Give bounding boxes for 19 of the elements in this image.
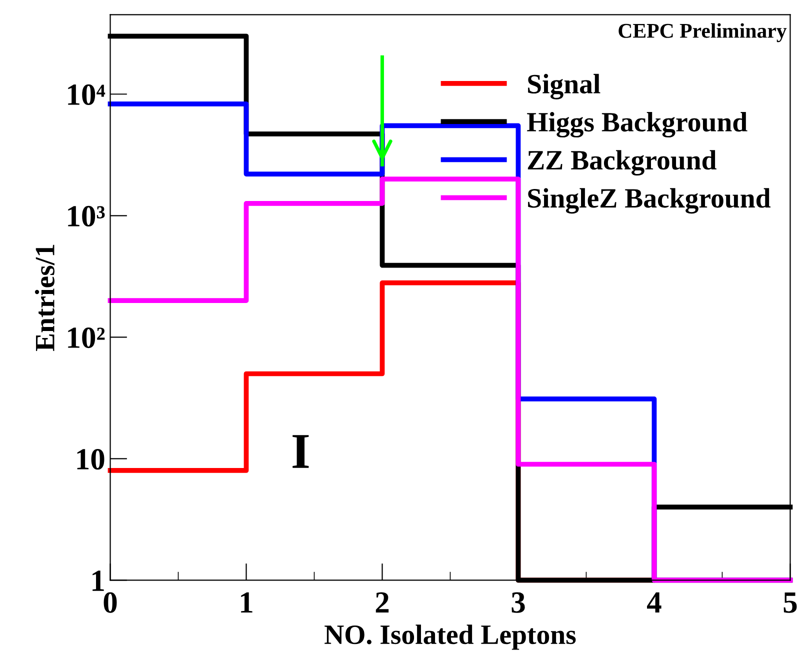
x-tick-label: 1 [241,592,252,613]
y-tick-label: 10³ [68,206,105,227]
annotation: CEPC Preliminary [618,23,787,42]
annotation: I [292,435,309,468]
legend-label: Higgs Background [527,112,748,138]
x-tick-label: 5 [784,592,797,613]
y-axis-title: Entries/1 [34,244,54,352]
legend-label: SingleZ Background [528,188,770,214]
x-tick-label: 0 [104,592,117,613]
legend-label: ZZ Background [528,150,716,176]
x-axis-title: NO. Isolated Leptons [324,624,576,650]
y-tick-label: 10⁴ [68,84,106,106]
x-tick-label: 3 [512,592,525,613]
y-tick-label: 10² [68,327,105,348]
x-tick-label: 2 [376,592,389,613]
y-tick-label: 10 [77,448,104,470]
x-tick-label: 4 [647,592,662,613]
legend-label: Signal [528,74,600,100]
y-tick-label: 1 [92,570,104,591]
